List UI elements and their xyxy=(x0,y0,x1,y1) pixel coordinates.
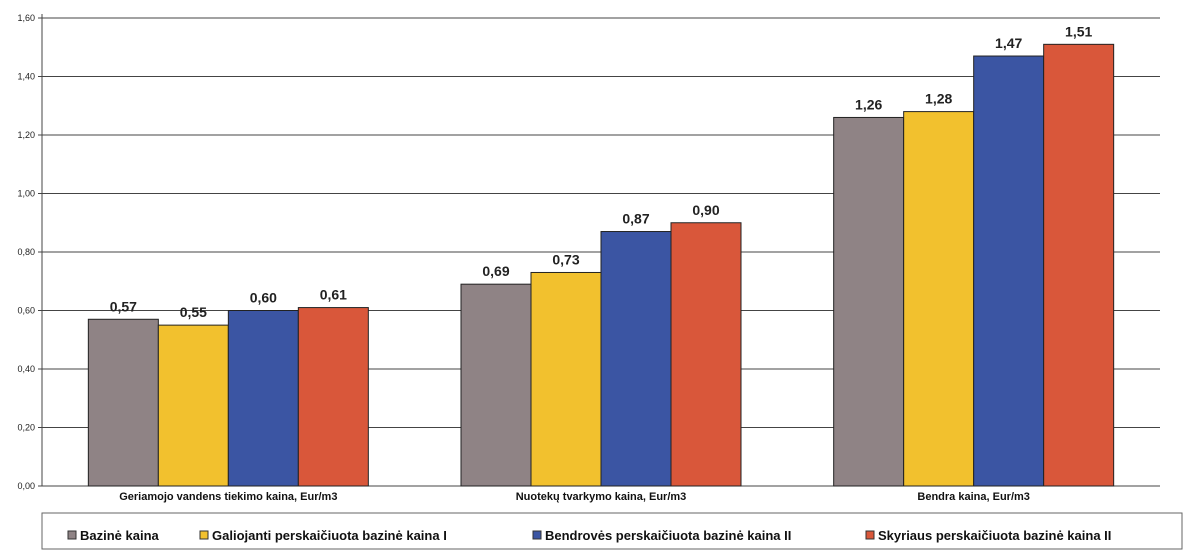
y-tick-label: 1,00 xyxy=(17,189,35,199)
bar xyxy=(1043,43,1115,487)
data-label: 0,87 xyxy=(622,211,649,227)
data-label: 0,69 xyxy=(482,263,509,279)
bar xyxy=(530,271,602,487)
bar xyxy=(297,307,369,487)
data-label: 1,26 xyxy=(855,96,882,112)
bar xyxy=(903,111,975,487)
bar xyxy=(600,231,672,487)
y-tick-label: 1,20 xyxy=(17,130,35,140)
legend-swatch xyxy=(865,530,875,540)
legend-label: Bendrovės perskaičiuota bazinė kaina II xyxy=(545,528,791,543)
category-label: Bendra kaina, Eur/m3 xyxy=(917,491,1030,503)
legend-swatch xyxy=(199,530,209,540)
data-label: 0,73 xyxy=(552,251,579,267)
category-label: Geriamojo vandens tiekimo kaina, Eur/m3 xyxy=(119,491,337,503)
data-label: 0,90 xyxy=(692,202,719,218)
bar xyxy=(87,318,159,487)
bar xyxy=(157,324,229,487)
data-label: 1,28 xyxy=(925,91,952,107)
y-tick-label: 1,60 xyxy=(17,13,35,23)
y-tick-label: 0,40 xyxy=(17,364,35,374)
bar xyxy=(973,55,1045,487)
data-label: 0,55 xyxy=(180,304,207,320)
y-tick-label: 0,60 xyxy=(17,306,35,316)
legend-swatch xyxy=(67,530,77,540)
data-label: 1,47 xyxy=(995,35,1022,51)
category-label: Nuotekų tvarkymo kaina, Eur/m3 xyxy=(516,491,687,503)
legend-swatch xyxy=(532,530,542,540)
y-tick-label: 0,20 xyxy=(17,423,35,433)
legend-label: Bazinė kaina xyxy=(80,528,160,543)
data-label: 1,51 xyxy=(1065,23,1092,39)
y-tick-label: 0,80 xyxy=(17,247,35,257)
bar xyxy=(833,116,905,487)
legend-box xyxy=(41,512,1183,550)
bar xyxy=(670,222,742,487)
data-label: 0,61 xyxy=(320,287,347,303)
data-label: 0,57 xyxy=(110,298,137,314)
bar xyxy=(460,283,532,487)
y-tick-label: 1,40 xyxy=(17,72,35,82)
y-tick-label: 0,00 xyxy=(17,481,35,491)
data-label: 0,60 xyxy=(250,290,277,306)
legend-label: Galiojanti perskaičiuota bazinė kaina I xyxy=(212,528,447,543)
legend-label: Skyriaus perskaičiuota bazinė kaina II xyxy=(878,528,1111,543)
bar xyxy=(227,310,299,487)
